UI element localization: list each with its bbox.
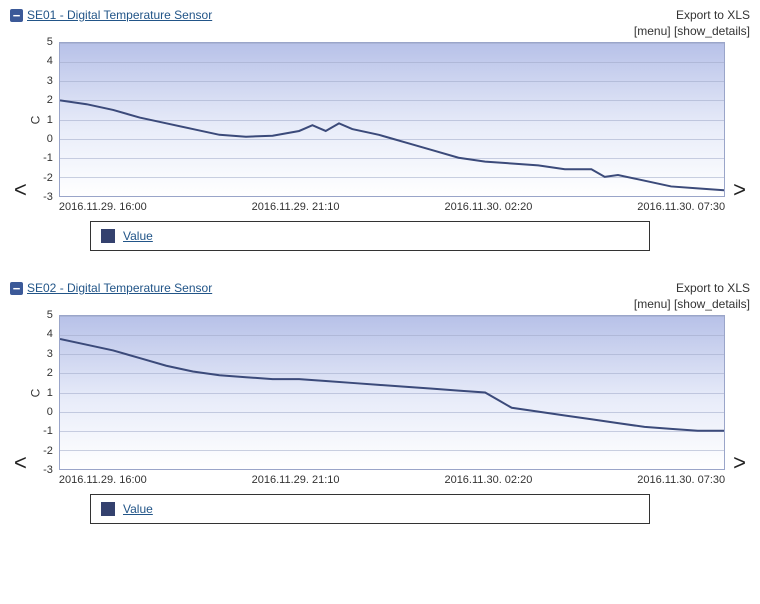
y-tick-label: -3: [43, 191, 53, 203]
x-tick-label: 2016.11.29. 21:10: [252, 474, 340, 486]
legend-swatch: [101, 502, 115, 516]
x-tick-label: 2016.11.29. 16:00: [59, 474, 147, 486]
legend-label[interactable]: Value: [123, 502, 153, 516]
x-tick-label: 2016.11.30. 07:30: [637, 201, 725, 213]
chart-plot: [59, 42, 725, 197]
chart-frame: C-3-2-1012345: [59, 315, 725, 470]
sensor-title[interactable]: SE01 - Digital Temperature Sensor: [27, 8, 212, 22]
y-tick-label: -2: [43, 172, 53, 184]
y-tick-label: 0: [47, 406, 53, 418]
y-tick-label: 2: [47, 367, 53, 379]
panel-actions: Export to XLS [menu] [show_details]: [634, 8, 750, 38]
x-tick-label: 2016.11.30. 02:20: [444, 201, 532, 213]
show-details-link[interactable]: [show_details]: [674, 297, 750, 311]
nav-next-icon[interactable]: >: [729, 177, 750, 203]
gridline: [60, 469, 724, 470]
x-tick-label: 2016.11.29. 21:10: [252, 201, 340, 213]
title-wrap: −SE01 - Digital Temperature Sensor: [10, 8, 212, 22]
panel-header: −SE01 - Digital Temperature Sensor Export…: [10, 8, 750, 38]
y-tick-label: 0: [47, 133, 53, 145]
collapse-icon[interactable]: −: [10, 282, 23, 295]
legend-swatch: [101, 229, 115, 243]
x-tick-label: 2016.11.29. 16:00: [59, 201, 147, 213]
legend: Value: [90, 221, 650, 251]
sensor-panel: −SE02 - Digital Temperature Sensor Export…: [10, 281, 750, 524]
chart-plot: [59, 315, 725, 470]
nav-prev-icon[interactable]: <: [10, 450, 31, 476]
x-tick-row: 2016.11.29. 16:00 2016.11.29. 21:10 2016.1…: [59, 201, 729, 213]
panel-actions: Export to XLS [menu] [show_details]: [634, 281, 750, 311]
menu-links: [menu] [show_details]: [634, 24, 750, 38]
y-tick-label: -3: [43, 464, 53, 476]
chart-zone: <C-3-2-10123452016.11.29. 16:002016.11.2…: [10, 42, 750, 213]
y-axis-label: C: [28, 388, 42, 397]
y-tick-label: 5: [47, 309, 53, 321]
sensor-title[interactable]: SE02 - Digital Temperature Sensor: [27, 281, 212, 295]
y-tick-label: 1: [47, 387, 53, 399]
y-tick-label: 2: [47, 94, 53, 106]
y-tick-label: -1: [43, 152, 53, 164]
y-tick-label: 4: [47, 55, 53, 67]
nav-next-icon[interactable]: >: [729, 450, 750, 476]
chart-line: [60, 43, 724, 196]
sensor-panel: −SE01 - Digital Temperature Sensor Export…: [10, 8, 750, 251]
y-tick-label: 3: [47, 75, 53, 87]
chart-column: C-3-2-10123452016.11.29. 16:002016.11.29…: [31, 315, 729, 486]
y-tick-label: 5: [47, 36, 53, 48]
gridline: [60, 196, 724, 197]
menu-links: [menu] [show_details]: [634, 297, 750, 311]
collapse-icon[interactable]: −: [10, 9, 23, 22]
show-details-link[interactable]: [show_details]: [674, 24, 750, 38]
chart-frame: C-3-2-1012345: [59, 42, 725, 197]
nav-prev-icon[interactable]: <: [10, 177, 31, 203]
title-wrap: −SE02 - Digital Temperature Sensor: [10, 281, 212, 295]
x-tick-row: 2016.11.29. 16:00 2016.11.29. 21:10 2016.1…: [59, 474, 729, 486]
chart-line: [60, 316, 724, 469]
menu-link[interactable]: [menu]: [634, 24, 671, 38]
y-tick-label: 1: [47, 114, 53, 126]
x-tick-label: 2016.11.30. 02:20: [444, 474, 532, 486]
x-tick-label: 2016.11.30. 07:30: [637, 474, 725, 486]
chart-column: C-3-2-10123452016.11.29. 16:002016.11.29…: [31, 42, 729, 213]
legend: Value: [90, 494, 650, 524]
legend-label[interactable]: Value: [123, 229, 153, 243]
export-xls-link[interactable]: Export to XLS: [634, 8, 750, 22]
chart-zone: <C-3-2-10123452016.11.29. 16:002016.11.2…: [10, 315, 750, 486]
y-tick-label: -2: [43, 445, 53, 457]
y-tick-label: 3: [47, 348, 53, 360]
panel-header: −SE02 - Digital Temperature Sensor Export…: [10, 281, 750, 311]
menu-link[interactable]: [menu]: [634, 297, 671, 311]
y-axis-label: C: [28, 115, 42, 124]
export-xls-link[interactable]: Export to XLS: [634, 281, 750, 295]
y-tick-label: -1: [43, 425, 53, 437]
y-tick-label: 4: [47, 328, 53, 340]
